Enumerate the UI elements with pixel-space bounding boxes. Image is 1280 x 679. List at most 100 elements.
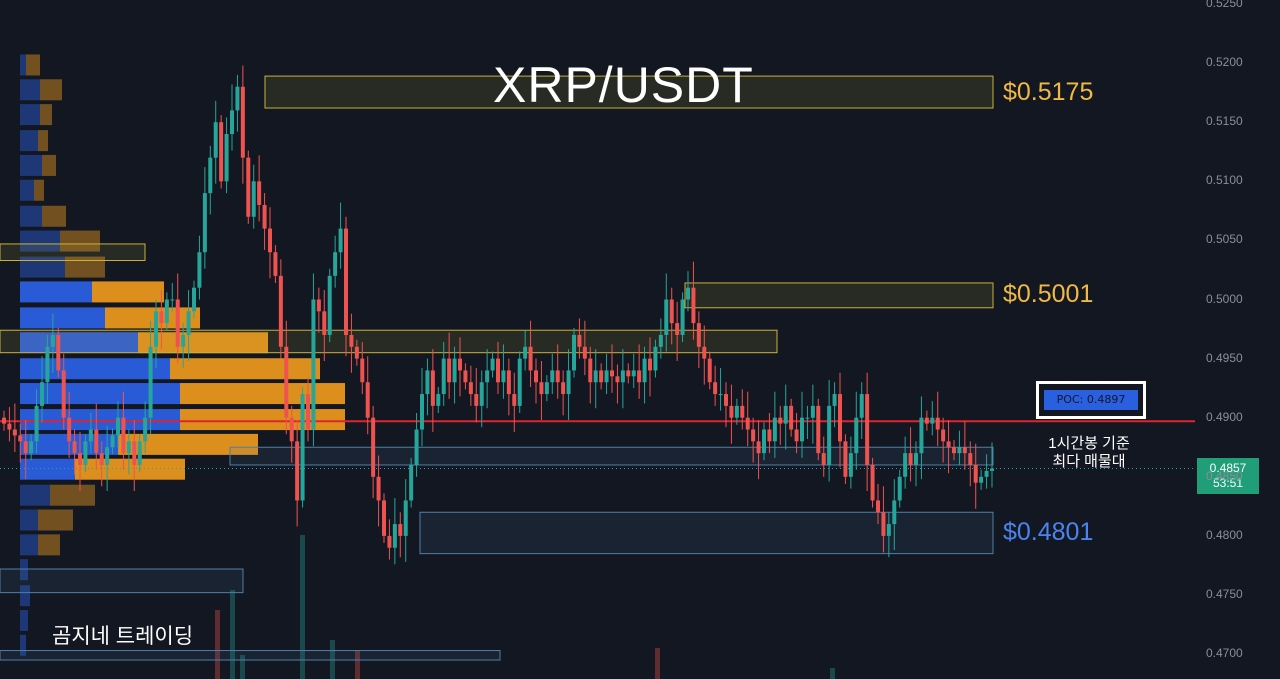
vp-row-buy <box>20 256 65 278</box>
demand-zone <box>229 446 994 466</box>
candle-body <box>322 311 327 335</box>
candle-body <box>778 417 783 424</box>
minor-zone <box>0 243 146 261</box>
candle-body <box>702 346 707 359</box>
candle-body <box>490 358 495 371</box>
candle-body <box>436 394 441 406</box>
candle-body <box>447 358 452 383</box>
candle-body <box>686 287 690 300</box>
vp-row-buy <box>20 205 42 227</box>
y-tick-label: 0.4750 <box>1206 587 1243 601</box>
poc-note: 1시간봉 기준 최다 매물대 <box>1030 435 1148 471</box>
candle-body <box>7 423 12 430</box>
vp-row-sell <box>38 130 48 152</box>
candle-body <box>273 252 278 276</box>
vp-row-buy <box>20 585 30 607</box>
volume-bar <box>330 640 335 679</box>
candle-body <box>642 358 647 383</box>
candle-body <box>724 394 728 406</box>
vp-row-buy <box>20 154 42 176</box>
vp-row-sell <box>118 433 258 455</box>
vp-row-buy <box>20 281 92 303</box>
zone-label-bottom: $0.4801 <box>1003 518 1094 546</box>
vp-row-buy <box>20 307 105 329</box>
vp-row-sell <box>75 458 185 480</box>
candle-body <box>924 417 929 424</box>
candle-body <box>45 346 50 383</box>
candle-body <box>240 86 245 158</box>
candle-body <box>859 394 864 418</box>
vp-row-buy <box>20 104 40 126</box>
candlesticks <box>2 65 994 565</box>
candle-body <box>935 417 940 430</box>
candle-body <box>653 346 658 371</box>
candle-body <box>718 394 723 396</box>
candle-body <box>783 405 788 424</box>
candle-body <box>164 299 169 324</box>
supply-zone <box>264 75 994 109</box>
candle-body <box>143 417 148 442</box>
y-tick-label: 0.4800 <box>1206 527 1243 542</box>
candle-body <box>696 323 701 347</box>
candle-body <box>772 417 777 442</box>
demand-zone <box>419 511 994 555</box>
candle-body <box>300 394 305 501</box>
candle-body <box>154 311 158 347</box>
candle-body <box>463 370 468 383</box>
vp-row-sell <box>26 54 40 76</box>
vp-row-buy <box>20 332 138 354</box>
volume-bar <box>830 668 835 679</box>
y-tick-label: 0.5000 <box>1206 291 1243 306</box>
poc-note-line1: 1시간봉 기준 <box>1048 435 1130 452</box>
candle-body <box>409 464 414 501</box>
candle-body <box>561 382 566 395</box>
poc-callout: POC: 0.4897 <box>1036 381 1146 419</box>
candle-body <box>957 447 962 454</box>
minor-zone <box>0 568 244 594</box>
vp-row-sell <box>60 230 100 252</box>
candle-body <box>669 299 674 324</box>
candle-body <box>268 228 272 253</box>
vp-row-buy <box>20 230 60 252</box>
candle-body <box>230 110 234 135</box>
candle-body <box>121 417 126 454</box>
candle-body <box>734 405 739 418</box>
candle-body <box>295 441 300 501</box>
candle-body <box>620 370 625 383</box>
candle-body <box>202 193 207 253</box>
candle-body <box>908 453 913 465</box>
candle-body <box>876 500 880 513</box>
candle-body <box>365 382 370 418</box>
candle-body <box>354 346 359 359</box>
candle-body <box>344 228 348 335</box>
vp-row-buy <box>20 383 180 405</box>
candle-body <box>72 441 77 454</box>
candle-body <box>604 370 609 383</box>
candle-body <box>105 447 110 465</box>
candle-body <box>838 394 842 442</box>
supply-zone <box>684 282 994 309</box>
vp-row-buy <box>20 409 180 431</box>
candle-body <box>257 181 262 205</box>
candle-body <box>691 287 696 324</box>
candle-body <box>327 275 332 335</box>
candle-body <box>789 405 794 430</box>
volume-bar <box>240 655 245 679</box>
candle-body <box>246 157 251 217</box>
poc-label: POC: 0.4897 <box>1044 390 1138 410</box>
candle-body <box>251 181 256 217</box>
candle-body <box>566 370 571 395</box>
candle-body <box>550 370 555 383</box>
candle-body <box>23 441 28 454</box>
vp-row-sell <box>42 205 66 227</box>
candle-body <box>512 394 517 406</box>
candle-body <box>664 299 669 335</box>
y-tick-label: 0.5150 <box>1206 114 1243 129</box>
vp-row-buy <box>20 458 75 480</box>
candle-body <box>816 405 821 454</box>
vp-row-buy <box>20 484 50 506</box>
volume-bar <box>655 648 660 679</box>
candle-body <box>897 476 902 501</box>
vp-row-sell <box>42 154 56 176</box>
